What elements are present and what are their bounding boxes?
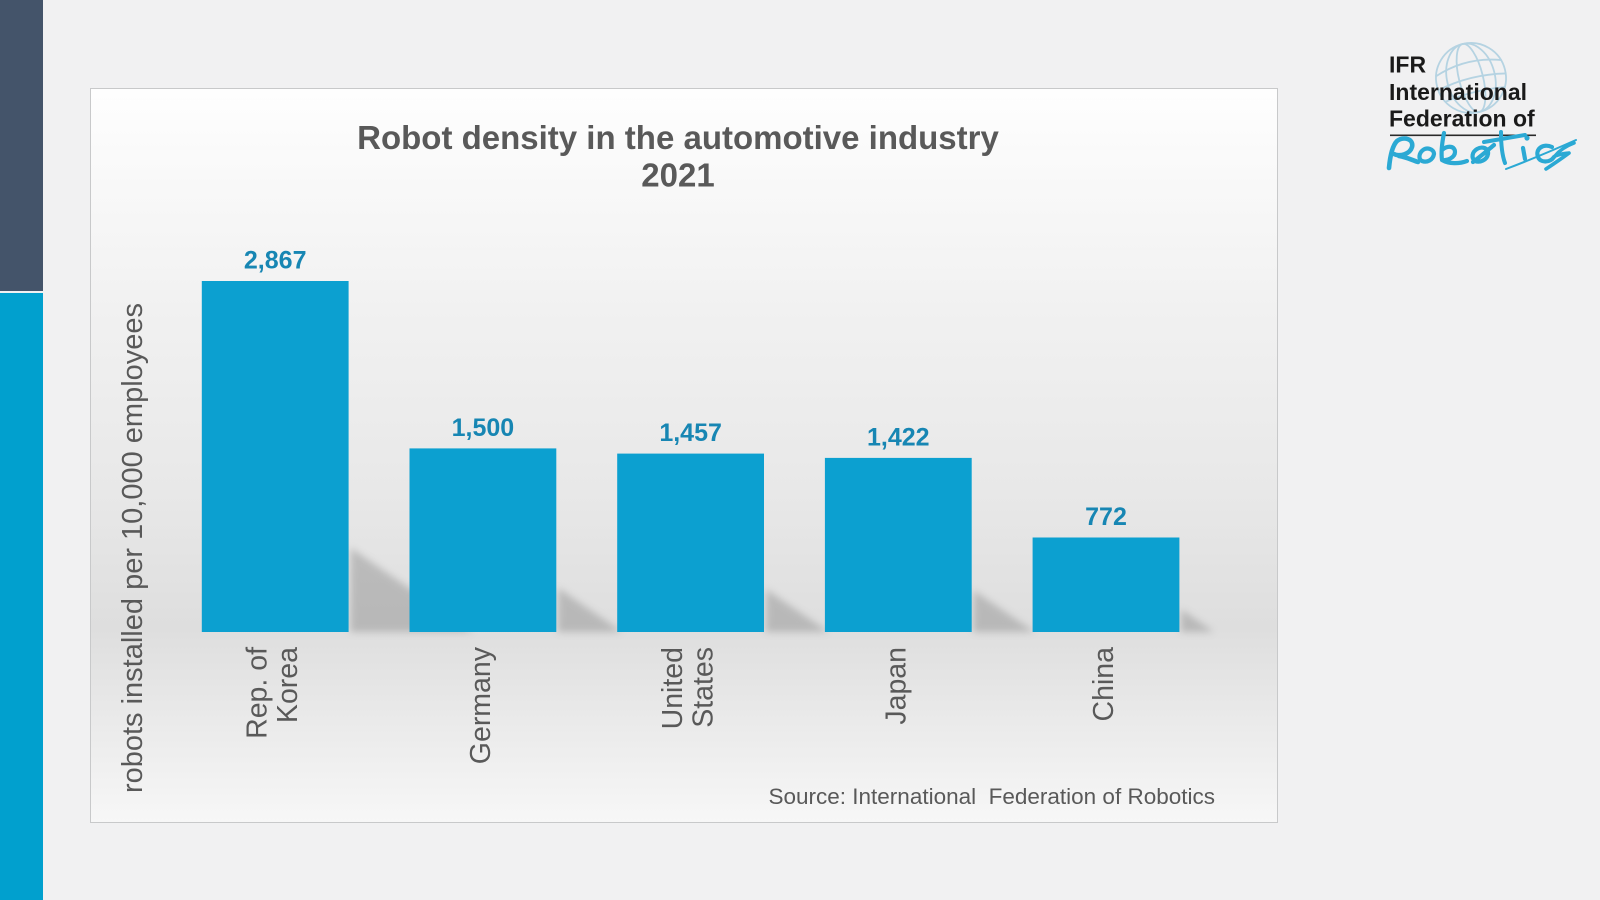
svg-text:United: United — [657, 647, 689, 729]
svg-text:robots installed per 10,000 em: robots installed per 10,000 employees — [117, 303, 149, 793]
svg-text:2021: 2021 — [641, 157, 714, 194]
svg-text:IFR: IFR — [1389, 52, 1426, 78]
svg-text:Robot density in the automotiv: Robot density in the automotive industry — [357, 119, 999, 156]
svg-text:1,422: 1,422 — [867, 423, 930, 451]
svg-text:Rep. of: Rep. of — [242, 647, 274, 739]
svg-text:1,500: 1,500 — [452, 414, 515, 442]
svg-text:States: States — [688, 647, 720, 728]
svg-text:International: International — [1389, 79, 1527, 105]
svg-text:2,867: 2,867 — [244, 247, 307, 275]
svg-text:Source: International Federat: Source: International Federation of Robo… — [768, 784, 1215, 809]
svg-text:Japan: Japan — [880, 647, 912, 725]
svg-text:Federation of: Federation of — [1389, 106, 1535, 132]
svg-text:China: China — [1088, 647, 1120, 722]
svg-text:772: 772 — [1085, 503, 1127, 531]
svg-text:1,457: 1,457 — [659, 419, 722, 447]
svg-text:Korea: Korea — [272, 647, 304, 723]
svg-text:Germany: Germany — [465, 646, 497, 764]
